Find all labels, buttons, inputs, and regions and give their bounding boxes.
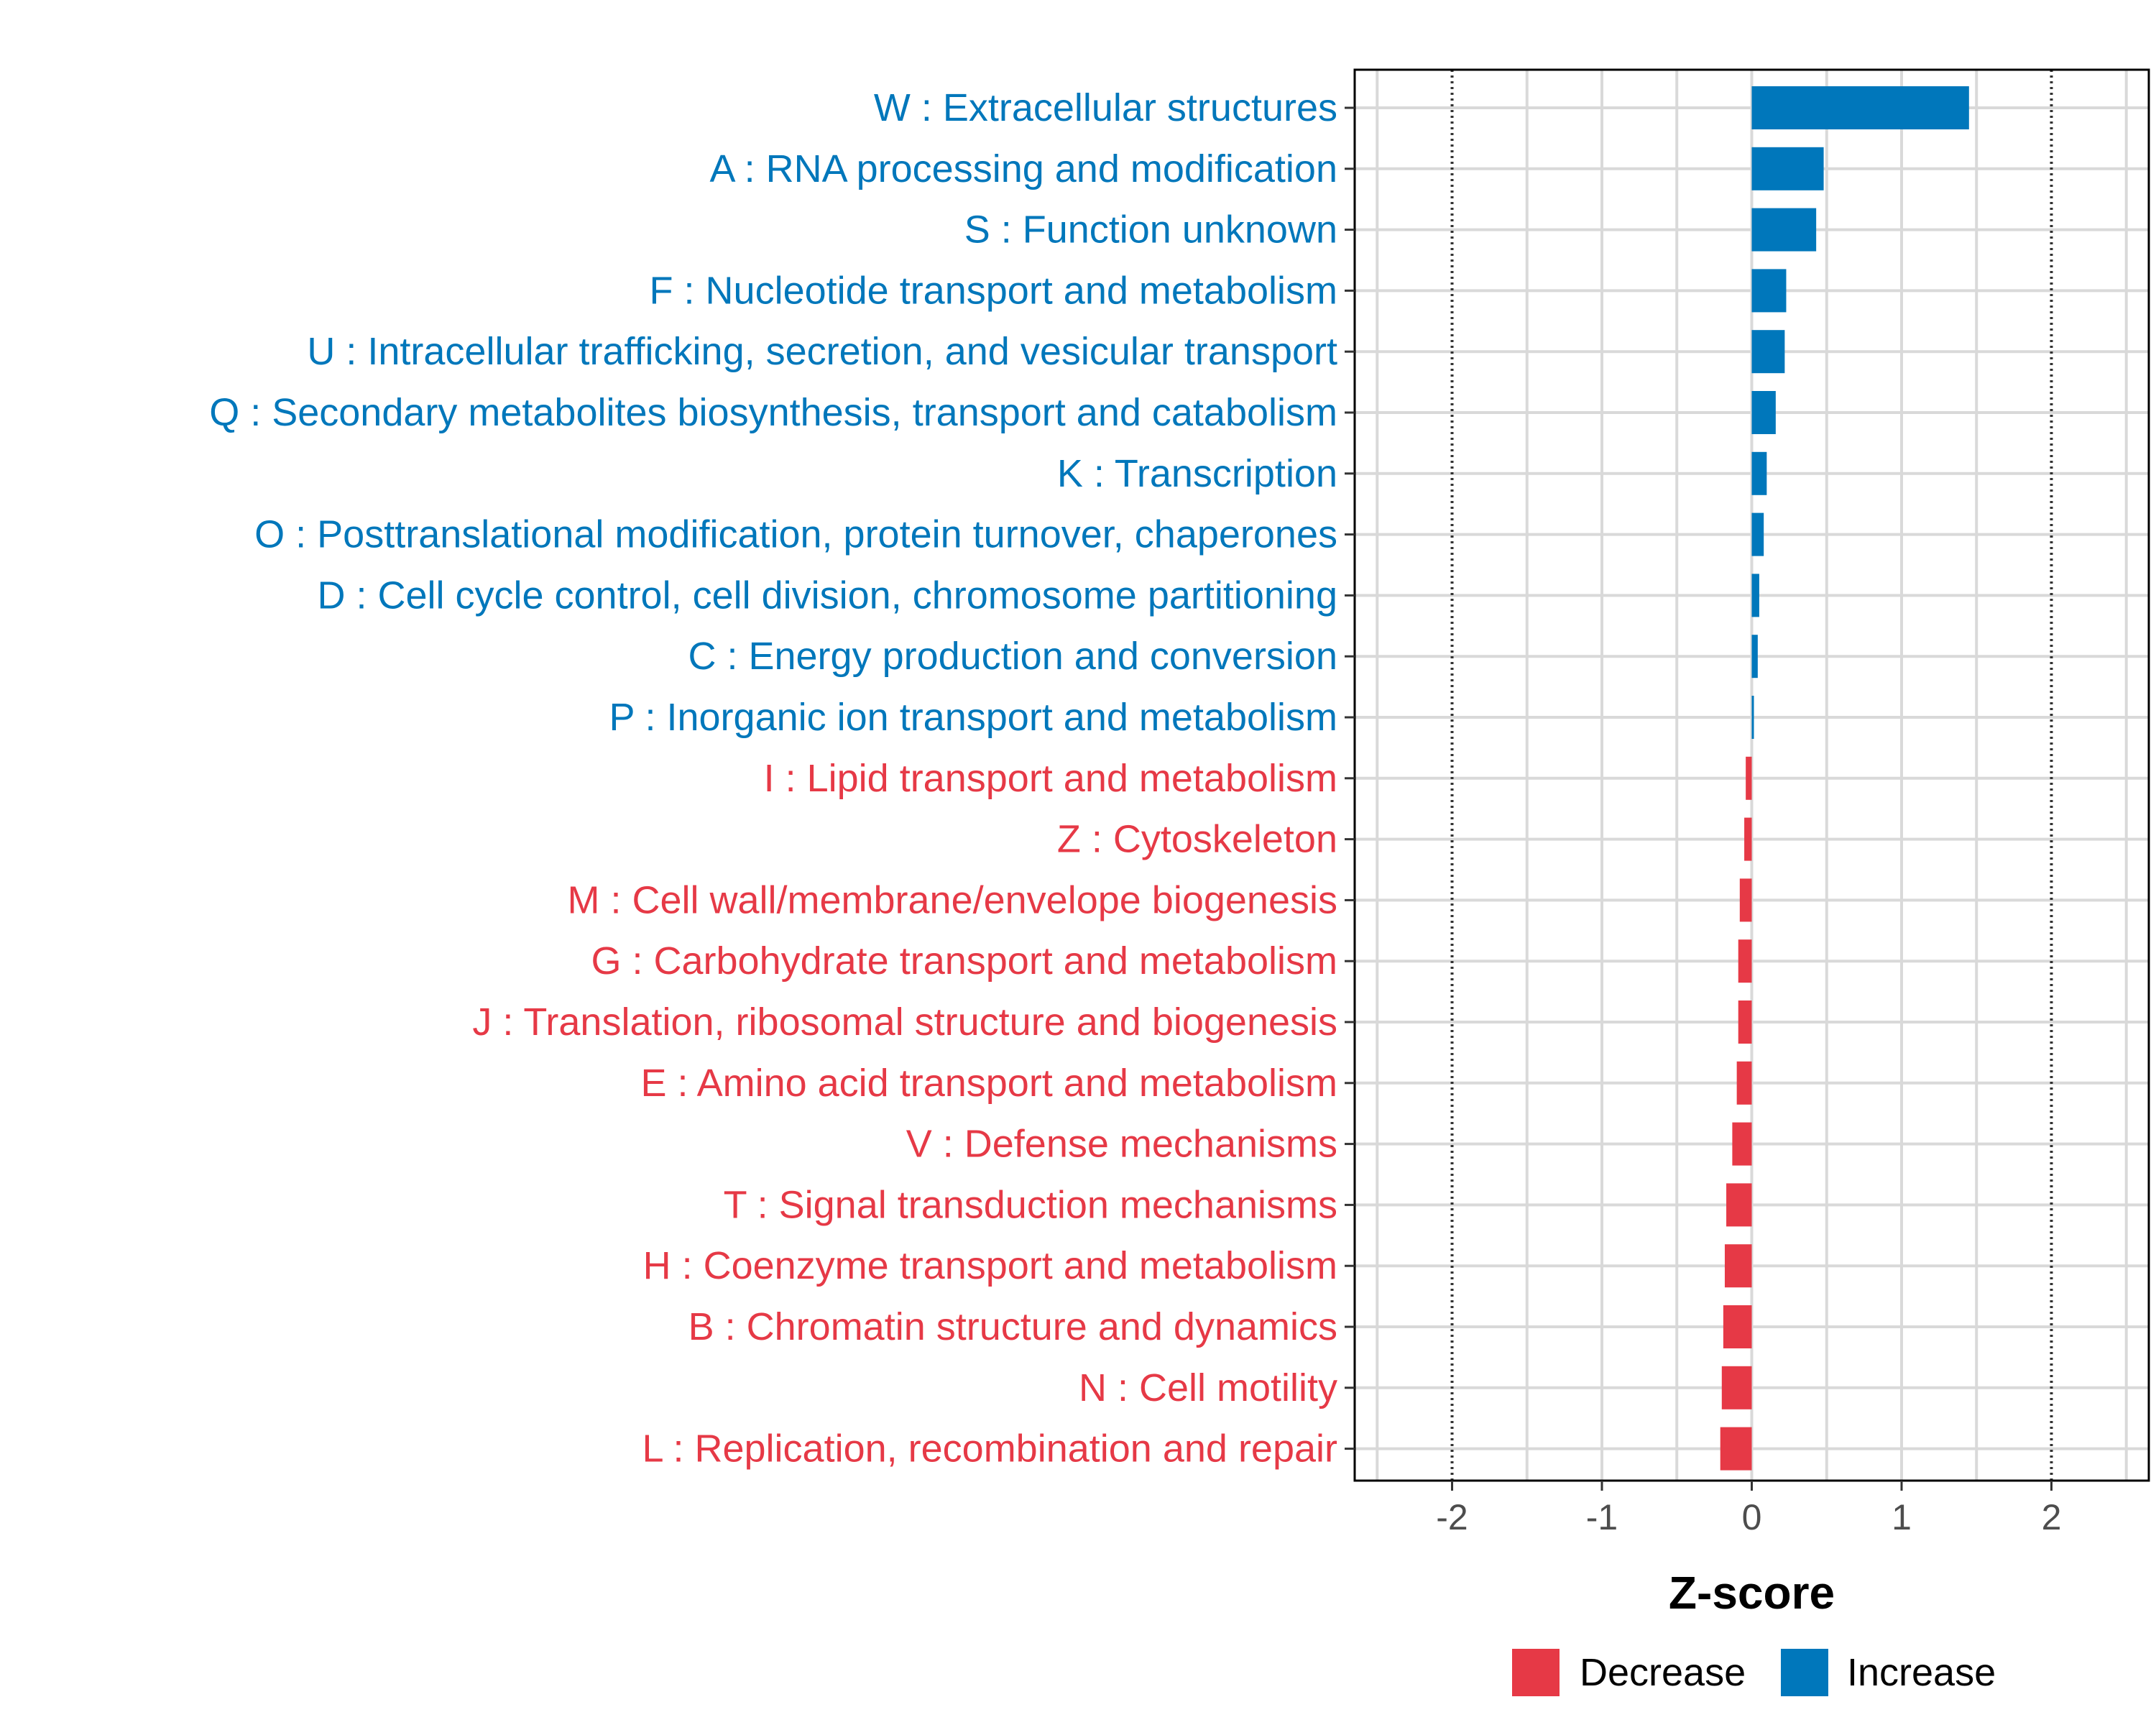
- category-label: M : Cell wall/membrane/envelope biogenes…: [567, 878, 1337, 921]
- category-label: F : Nucleotide transport and metabolism: [650, 269, 1337, 312]
- category-label: K : Transcription: [1057, 452, 1337, 495]
- bar: [1751, 391, 1776, 434]
- bar: [1739, 878, 1752, 922]
- category-label: G : Carbohydrate transport and metabolis…: [591, 939, 1338, 983]
- category-label: W : Extracellular structures: [874, 86, 1337, 129]
- x-axis-title: Z-score: [1669, 1567, 1835, 1619]
- bar: [1751, 451, 1767, 495]
- y-axis-ticks: W : Extracellular structures A : RNA proc…: [209, 86, 1355, 1471]
- category-label: N : Cell motility: [1079, 1366, 1337, 1409]
- category-label: O : Posttranslational modification, prot…: [254, 513, 1337, 556]
- legend-swatch-decrease: [1512, 1649, 1560, 1696]
- legend-label-increase: Increase: [1847, 1651, 1996, 1694]
- bar: [1723, 1305, 1752, 1348]
- bar: [1744, 817, 1752, 861]
- bar: [1720, 1427, 1752, 1471]
- bar: [1746, 756, 1752, 800]
- bar: [1738, 1000, 1752, 1044]
- x-tick-label: -1: [1586, 1497, 1618, 1537]
- category-label: D : Cell cycle control, cell division, c…: [317, 574, 1337, 617]
- x-axis-ticks: -2 -1 0 1 2: [1436, 1481, 2061, 1537]
- x-tick-label: 0: [1742, 1497, 1762, 1537]
- bar: [1751, 330, 1785, 374]
- category-label: A : RNA processing and modification: [710, 147, 1337, 190]
- category-label: U : Intracellular trafficking, secretion…: [307, 330, 1337, 373]
- category-label: Z : Cytoskeleton: [1057, 818, 1337, 861]
- bar: [1721, 1366, 1752, 1409]
- category-label: E : Amino acid transport and metabolism: [641, 1062, 1337, 1105]
- category-label: H : Coenzyme transport and metabolism: [643, 1244, 1337, 1287]
- x-tick-label: 1: [1892, 1497, 1912, 1537]
- bar: [1751, 147, 1824, 190]
- bar: [1751, 86, 1969, 129]
- bar: [1726, 1183, 1752, 1227]
- legend: Decrease Increase: [1512, 1649, 1996, 1696]
- legend-swatch-increase: [1781, 1649, 1828, 1696]
- bar: [1736, 1061, 1752, 1105]
- category-label: S : Function unknown: [964, 208, 1337, 252]
- bar: [1751, 635, 1758, 678]
- bar: [1751, 208, 1817, 252]
- bar: [1751, 512, 1764, 556]
- category-label: Q : Secondary metabolites biosynthesis, …: [209, 391, 1337, 434]
- legend-label-decrease: Decrease: [1580, 1651, 1746, 1694]
- bar: [1751, 696, 1754, 739]
- category-label: T : Signal transduction mechanisms: [724, 1183, 1337, 1226]
- category-label: I : Lipid transport and metabolism: [764, 757, 1337, 800]
- category-label: J : Translation, ribosomal structure and…: [472, 1000, 1337, 1044]
- category-label: V : Defense mechanisms: [906, 1123, 1337, 1166]
- x-tick-label: 2: [2042, 1497, 2062, 1537]
- bar: [1751, 269, 1787, 313]
- category-label: B : Chromatin structure and dynamics: [688, 1305, 1337, 1348]
- bar: [1751, 574, 1759, 617]
- category-label: L : Replication, recombination and repai…: [642, 1427, 1337, 1471]
- bars: [1720, 86, 1969, 1471]
- category-label: C : Energy production and conversion: [688, 635, 1337, 678]
- bar: [1738, 939, 1752, 983]
- x-tick-label: -2: [1436, 1497, 1468, 1537]
- category-label: P : Inorganic ion transport and metaboli…: [609, 696, 1337, 739]
- bar: [1724, 1244, 1752, 1288]
- bar: [1732, 1122, 1752, 1166]
